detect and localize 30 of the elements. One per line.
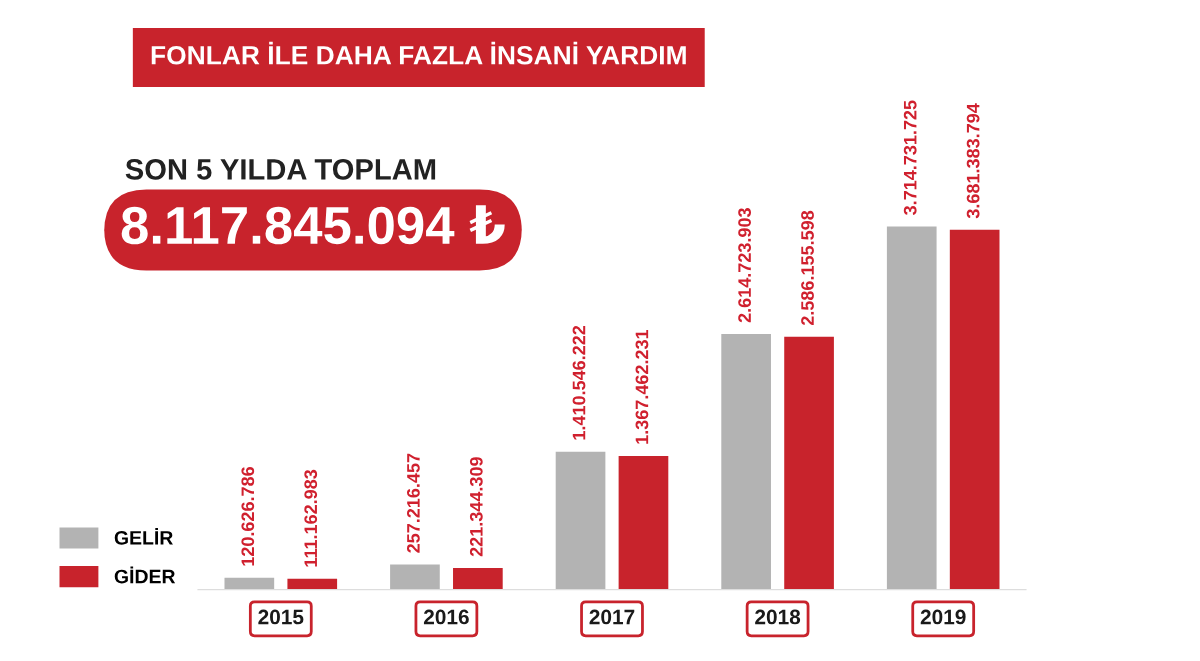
data-label: 1.367.462.231 — [635, 329, 649, 444]
chart-subtitle: SON 5 YILDA TOPLAM — [125, 159, 436, 180]
legend-label: GELİR — [114, 527, 173, 545]
bar — [555, 451, 606, 590]
data-label: 111.162.983 — [304, 469, 318, 567]
bar — [784, 336, 834, 590]
data-label: 3.714.731.725 — [903, 100, 917, 215]
annotation: 8.117.845.094 ₺ — [121, 205, 505, 245]
x-tick-label: 2017 — [589, 609, 635, 625]
x-tick-label: 2016 — [423, 609, 469, 625]
bar — [224, 577, 275, 590]
data-label: 3.681.383.794 — [966, 103, 980, 219]
data-label: 221.344.309 — [469, 457, 483, 557]
legend-label: GİDER — [114, 566, 176, 584]
x-tick-label: 2015 — [258, 609, 304, 625]
bar — [287, 578, 338, 590]
bar — [453, 567, 503, 590]
bar — [721, 334, 771, 590]
data-label: 2.586.155.598 — [801, 210, 814, 326]
bar — [618, 455, 669, 590]
data-label: 1.410.546.222 — [572, 325, 586, 440]
bar — [886, 226, 937, 590]
bar — [390, 564, 440, 590]
data-label: 257.216.457 — [407, 453, 420, 553]
chart-title: FONLAR İLE DAHA FAZLA İNSANİ YARDIM — [151, 41, 686, 65]
data-label: 2.614.723.903 — [738, 208, 752, 323]
data-label: 120.626.786 — [241, 466, 255, 566]
x-tick-label: 2018 — [755, 609, 801, 625]
x-tick-label: 2019 — [920, 609, 966, 625]
bar — [949, 229, 1000, 590]
